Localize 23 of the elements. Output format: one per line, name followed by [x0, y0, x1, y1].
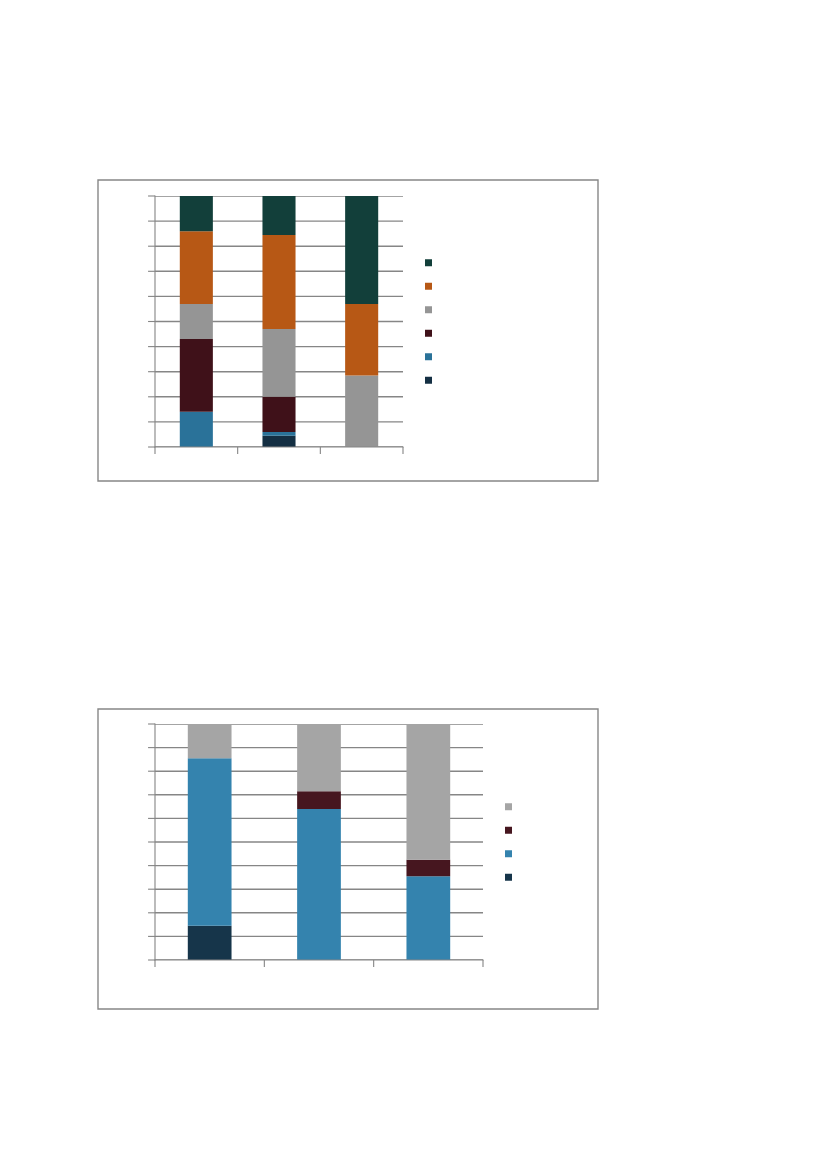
- bar: [262, 329, 296, 397]
- bar: [187, 925, 232, 960]
- bar: [406, 859, 451, 877]
- bar: [262, 234, 296, 330]
- bar: [345, 375, 379, 447]
- bar: [406, 724, 451, 860]
- bar: [262, 396, 296, 432]
- bar: [297, 724, 341, 792]
- bar: [179, 196, 213, 232]
- bar: [262, 435, 296, 447]
- bar: [262, 196, 296, 235]
- bar: [297, 791, 341, 809]
- bar: [297, 808, 341, 960]
- bar: [345, 303, 379, 376]
- bar: [179, 303, 213, 340]
- bar: [406, 876, 451, 960]
- bar: [179, 231, 213, 304]
- bar: [179, 411, 213, 447]
- bar: [187, 758, 232, 926]
- bar: [179, 339, 213, 412]
- bar: [187, 724, 232, 759]
- bar: [345, 196, 379, 304]
- bar: [262, 431, 296, 436]
